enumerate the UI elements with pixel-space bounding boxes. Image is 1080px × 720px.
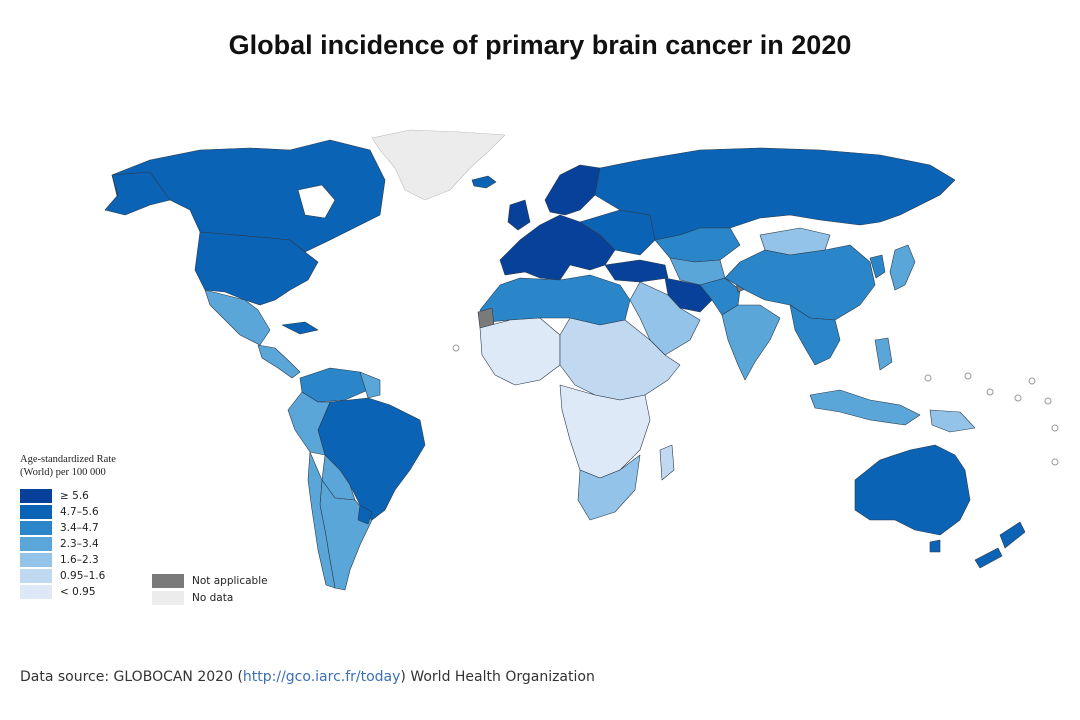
region-korea bbox=[869, 254, 886, 279]
island-marker bbox=[1028, 377, 1036, 385]
data-source-note: Data source: GLOBOCAN 2020 (http://gco.i… bbox=[20, 669, 595, 685]
island-marker bbox=[986, 388, 994, 396]
legend-item: < 0.95 bbox=[20, 585, 96, 599]
region-central-southern-africa bbox=[559, 384, 651, 479]
region-alaska bbox=[104, 171, 171, 216]
legend-swatch bbox=[20, 569, 52, 583]
region-japan bbox=[889, 244, 916, 291]
legend-label: No data bbox=[192, 592, 234, 604]
legend-swatch bbox=[152, 574, 184, 588]
legend-item: ≥ 5.6 bbox=[20, 489, 89, 503]
legend-label: 3.4–4.7 bbox=[60, 522, 99, 534]
region-indonesia bbox=[809, 389, 921, 426]
legend-swatch bbox=[20, 521, 52, 535]
region-caribbean bbox=[281, 321, 319, 335]
legend-swatch bbox=[20, 505, 52, 519]
legend-item: 1.6–2.3 bbox=[20, 553, 99, 567]
island-marker bbox=[1014, 394, 1022, 402]
region-new-zealand-south bbox=[974, 547, 1003, 569]
island-marker bbox=[1051, 424, 1059, 432]
map-title: Global incidence of primary brain cancer… bbox=[228, 30, 852, 60]
region-south-africa bbox=[577, 454, 641, 521]
region-sahel-east-africa bbox=[559, 317, 681, 401]
region-uruguay bbox=[357, 504, 373, 525]
region-central-america bbox=[257, 344, 301, 379]
region-philippines bbox=[874, 337, 893, 371]
legend-label: Not applicable bbox=[192, 575, 268, 587]
legend-swatch bbox=[152, 591, 184, 605]
legend-label: 0.95–1.6 bbox=[60, 570, 106, 582]
region-southeast-asia bbox=[789, 304, 841, 366]
region-madagascar bbox=[659, 444, 675, 481]
region-guianas bbox=[359, 371, 381, 399]
region-india bbox=[721, 304, 781, 381]
source-link[interactable]: http://gco.iarc.fr/today bbox=[242, 669, 401, 685]
region-australia bbox=[854, 444, 971, 536]
region-mexico bbox=[204, 289, 271, 346]
region-canada bbox=[111, 139, 386, 253]
legend-label: < 0.95 bbox=[60, 586, 96, 598]
legend-item: 2.3–3.4 bbox=[20, 537, 99, 551]
hudson-bay bbox=[297, 184, 336, 219]
legend-swatch bbox=[20, 585, 52, 599]
legend-label: 1.6–2.3 bbox=[60, 554, 99, 566]
legend-title-line1: Age-standardized Rate bbox=[20, 454, 116, 465]
region-usa bbox=[194, 231, 319, 306]
source-suffix: ) World Health Organization bbox=[400, 669, 595, 685]
source-prefix: Data source: GLOBOCAN 2020 ( bbox=[20, 669, 243, 685]
legend-item: 0.95–1.6 bbox=[20, 569, 105, 583]
legend-item-no-data: No data bbox=[152, 591, 233, 605]
region-new-zealand bbox=[999, 521, 1026, 549]
region-north-africa bbox=[479, 274, 631, 326]
legend-label: 4.7–5.6 bbox=[60, 506, 99, 518]
island-marker bbox=[1051, 458, 1059, 466]
legend-swatch bbox=[20, 537, 52, 551]
island-marker bbox=[1044, 397, 1052, 405]
region-greenland bbox=[371, 129, 506, 201]
legend-item-not-applicable: Not applicable bbox=[152, 574, 268, 588]
region-arabia bbox=[629, 281, 701, 356]
region-turkey bbox=[604, 259, 669, 283]
region-tasmania bbox=[929, 539, 941, 553]
legend-label: 2.3–3.4 bbox=[60, 538, 99, 550]
island-marker bbox=[924, 374, 932, 382]
legend-item: 4.7–5.6 bbox=[20, 505, 99, 519]
legend-title: Age-standardized Rate (World) per 100 00… bbox=[20, 453, 150, 479]
island-marker bbox=[964, 372, 972, 380]
region-iceland bbox=[471, 175, 497, 189]
region-png bbox=[929, 409, 976, 433]
legend-swatch bbox=[20, 553, 52, 567]
region-uk bbox=[507, 199, 531, 231]
legend-item: 3.4–4.7 bbox=[20, 521, 99, 535]
region-russia bbox=[594, 147, 956, 241]
island-marker bbox=[452, 344, 460, 352]
region-west-africa bbox=[479, 317, 561, 386]
legend-label: ≥ 5.6 bbox=[60, 490, 89, 502]
legend-title-line2: (World) per 100 000 bbox=[20, 467, 106, 478]
legend-swatch bbox=[20, 489, 52, 503]
region-china bbox=[724, 244, 876, 321]
region-chile bbox=[307, 451, 336, 589]
region-scandinavia bbox=[544, 164, 601, 216]
